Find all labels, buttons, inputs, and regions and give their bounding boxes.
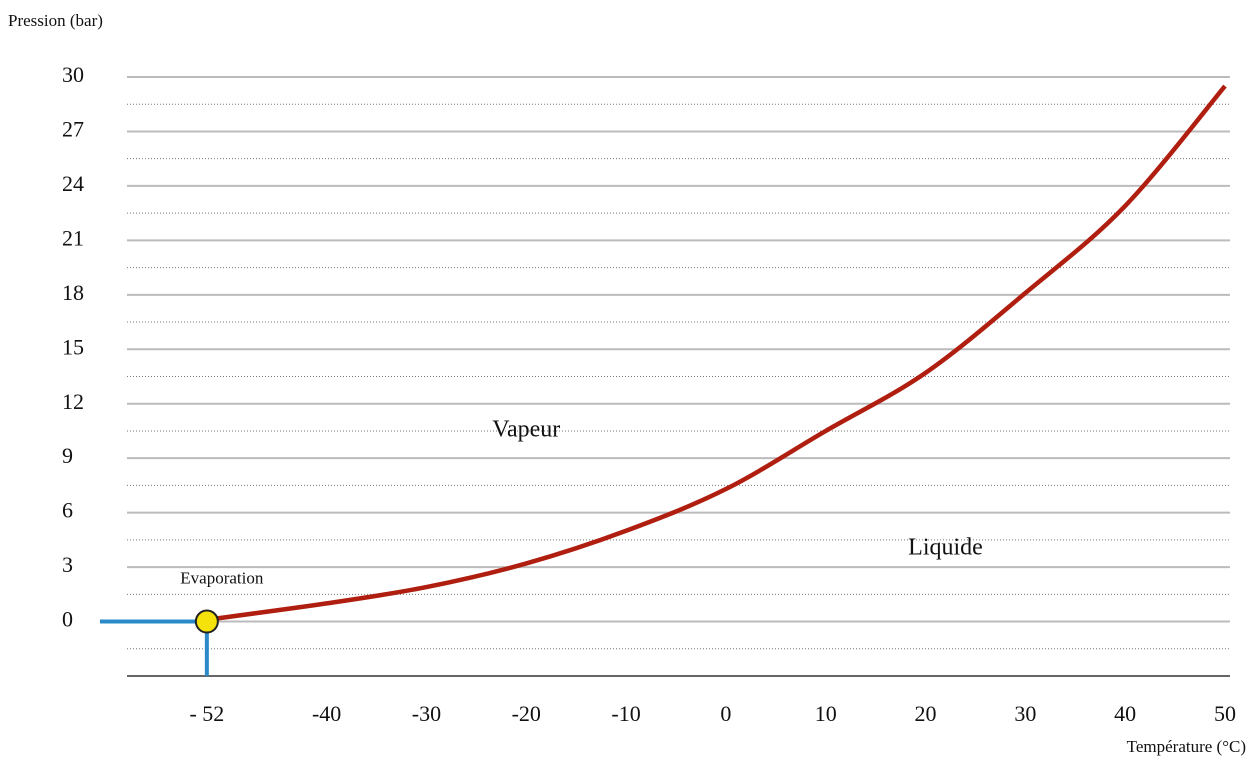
x-axis-label: Température (°C) <box>1127 737 1246 756</box>
x-tick-label: -20 <box>512 701 541 726</box>
x-tick-label: -40 <box>312 701 341 726</box>
x-tick-label: 20 <box>915 701 937 726</box>
x-tick-label: 50 <box>1214 701 1236 726</box>
line <box>206 84 1227 622</box>
x-tick-label: 10 <box>815 701 837 726</box>
y-tick-label: 9 <box>62 443 73 468</box>
x-tick-label: -10 <box>611 701 640 726</box>
y-tick-label: 18 <box>62 280 84 305</box>
annotation: Vapeur <box>492 416 560 442</box>
y-tick-label: 30 <box>62 62 84 87</box>
annotation: Liquide <box>908 534 983 560</box>
x-tick-label: 0 <box>720 701 731 726</box>
y-tick-label: 27 <box>62 117 84 142</box>
y-tick-label: 0 <box>62 607 73 632</box>
y-tick-label: 15 <box>62 334 84 359</box>
x-tick-label: -30 <box>412 701 441 726</box>
y-tick-label: 12 <box>62 389 84 414</box>
y-tick-label: 3 <box>62 552 73 577</box>
y-tick-label: 24 <box>62 171 84 196</box>
y-tick-label: 6 <box>62 498 73 523</box>
x-tick-label: 40 <box>1114 701 1136 726</box>
x-tick-label: - 52 <box>189 701 224 726</box>
annotation: Evaporation <box>180 569 264 588</box>
x-tick-label: 30 <box>1014 701 1036 726</box>
marker <box>194 609 219 634</box>
y-axis-label: Pression (bar) <box>8 11 103 30</box>
y-tick-label: 21 <box>62 225 84 250</box>
